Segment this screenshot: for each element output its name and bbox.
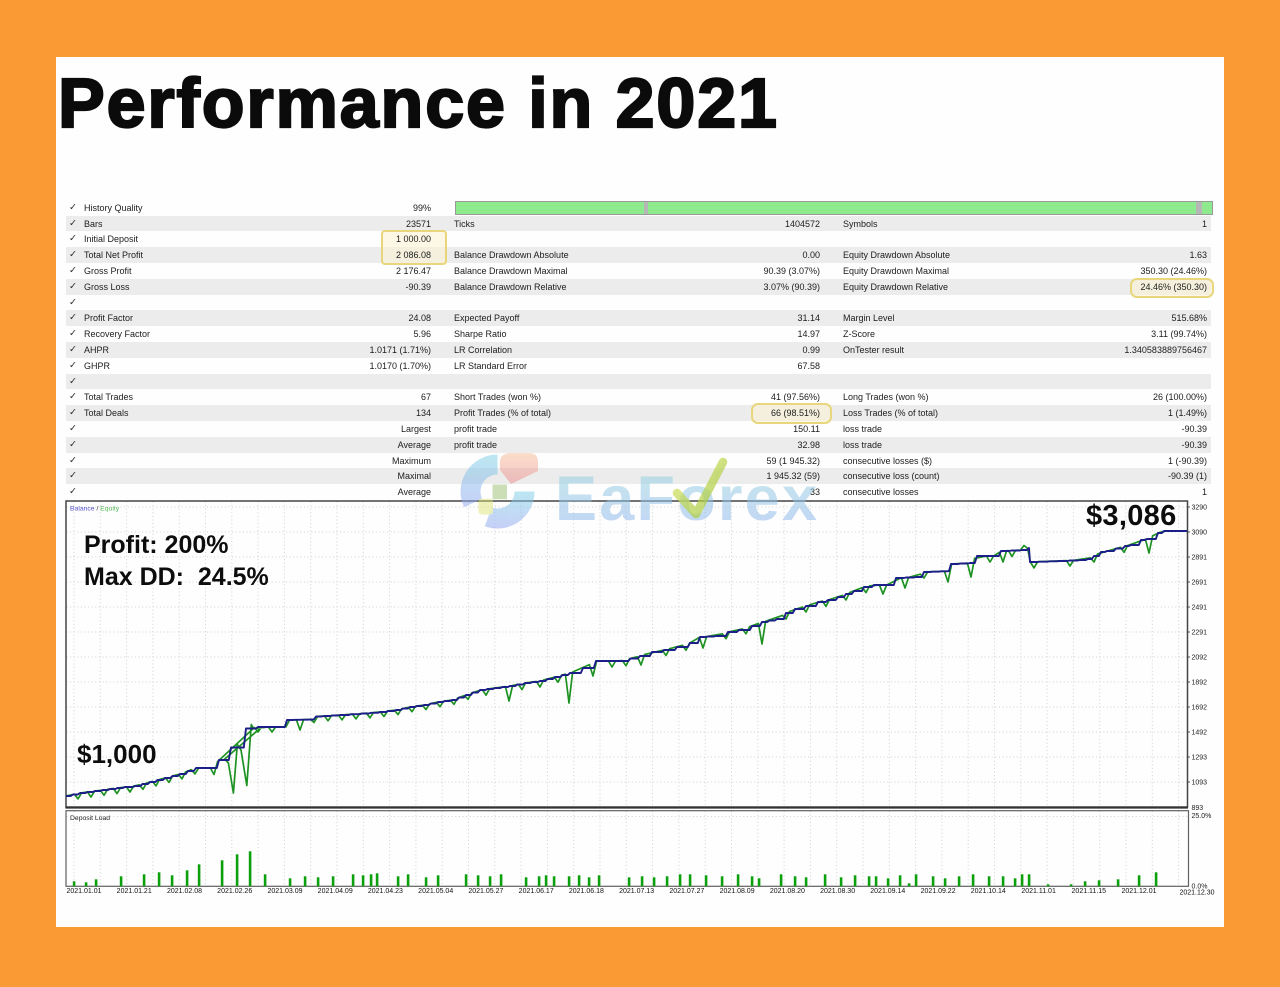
svg-text:2021.03.09: 2021.03.09: [267, 888, 302, 895]
svg-text:2021.05.04: 2021.05.04: [418, 888, 453, 895]
svg-text:1093: 1093: [1192, 780, 1208, 787]
svg-text:2021.07.27: 2021.07.27: [669, 888, 704, 895]
svg-text:2021.08.30: 2021.08.30: [820, 888, 855, 895]
svg-text:2021.07.13: 2021.07.13: [619, 888, 654, 895]
svg-text:25.0%: 25.0%: [1192, 813, 1212, 820]
svg-text:0.0%: 0.0%: [1192, 884, 1208, 891]
svg-text:2021.05.27: 2021.05.27: [468, 888, 503, 895]
svg-text:2021.04.09: 2021.04.09: [318, 888, 353, 895]
svg-text:2021.02.08: 2021.02.08: [167, 888, 202, 895]
svg-text:2021.11.15: 2021.11.15: [1072, 888, 1107, 895]
svg-text:2021.06.17: 2021.06.17: [519, 888, 554, 895]
svg-text:2021.12.01: 2021.12.01: [1121, 888, 1156, 895]
svg-text:2891: 2891: [1192, 555, 1208, 562]
svg-text:2021.09.22: 2021.09.22: [921, 888, 956, 895]
svg-text:1692: 1692: [1192, 705, 1208, 712]
svg-text:2021.08.20: 2021.08.20: [770, 888, 805, 895]
svg-text:893: 893: [1192, 805, 1204, 812]
svg-text:2291: 2291: [1192, 630, 1208, 637]
svg-text:2021.01.21: 2021.01.21: [117, 888, 152, 895]
svg-text:Deposit Load: Deposit Load: [70, 815, 110, 822]
svg-text:2021.10.14: 2021.10.14: [971, 888, 1006, 895]
svg-text:2021.11.01: 2021.11.01: [1021, 888, 1056, 895]
svg-text:3290: 3290: [1192, 505, 1208, 512]
svg-text:2021.06.18: 2021.06.18: [569, 888, 604, 895]
svg-text:2021.08.09: 2021.08.09: [720, 888, 755, 895]
svg-text:2092: 2092: [1192, 655, 1208, 662]
svg-text:Balance / Equity: Balance / Equity: [70, 506, 120, 513]
svg-text:1892: 1892: [1192, 680, 1208, 687]
svg-text:2021.02.26: 2021.02.26: [217, 888, 252, 895]
svg-text:2021.09.14: 2021.09.14: [870, 888, 905, 895]
svg-text:2691: 2691: [1192, 580, 1208, 587]
svg-text:2021.12.30: 2021.12.30: [1179, 890, 1214, 897]
svg-text:1293: 1293: [1192, 755, 1208, 762]
svg-text:2021.04.23: 2021.04.23: [368, 888, 403, 895]
svg-text:2491: 2491: [1192, 605, 1208, 612]
svg-text:1492: 1492: [1192, 730, 1208, 737]
svg-text:3090: 3090: [1192, 530, 1208, 537]
svg-text:2021.01.01: 2021.01.01: [66, 888, 101, 895]
